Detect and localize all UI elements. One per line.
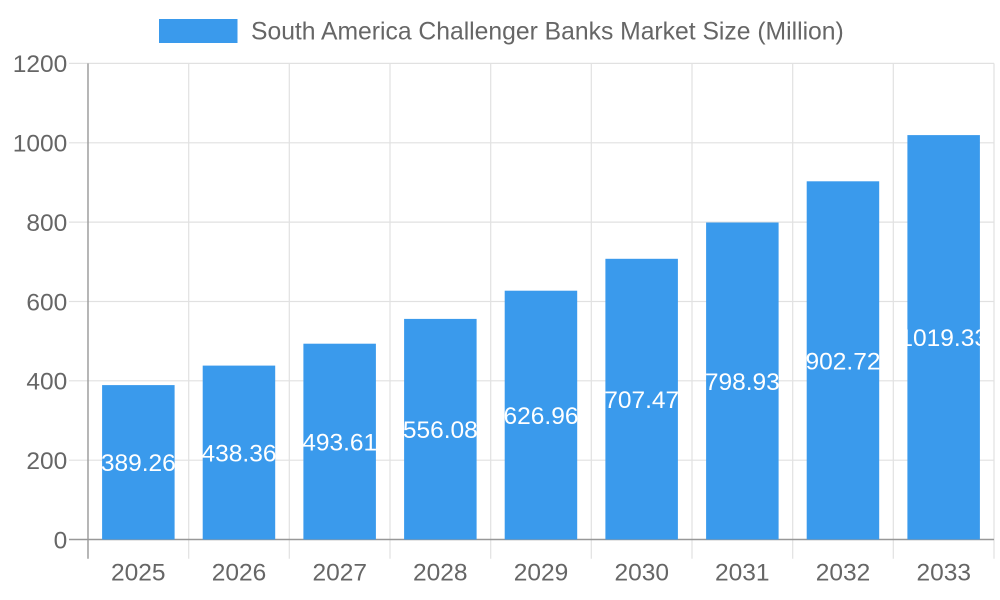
svg-text:0: 0	[54, 527, 68, 554]
svg-text:2033: 2033	[916, 559, 971, 586]
svg-text:707.47: 707.47	[604, 387, 679, 414]
svg-text:1000: 1000	[13, 131, 68, 158]
svg-text:2031: 2031	[715, 559, 770, 586]
svg-text:902.72: 902.72	[806, 348, 881, 375]
svg-text:2029: 2029	[514, 559, 569, 586]
svg-text:2026: 2026	[212, 559, 267, 586]
svg-text:2030: 2030	[614, 559, 669, 586]
svg-text:2025: 2025	[111, 559, 166, 586]
svg-text:800: 800	[26, 210, 67, 237]
svg-text:South America Challenger Banks: South America Challenger Banks Market Si…	[251, 18, 844, 45]
svg-text:200: 200	[26, 448, 67, 475]
svg-text:2028: 2028	[413, 559, 468, 586]
svg-text:389.26: 389.26	[101, 450, 176, 477]
svg-text:600: 600	[26, 289, 67, 316]
svg-text:798.93: 798.93	[705, 369, 780, 396]
svg-text:626.96: 626.96	[504, 403, 579, 430]
svg-text:556.08: 556.08	[403, 417, 478, 444]
svg-text:1200: 1200	[13, 51, 68, 78]
svg-text:2032: 2032	[816, 559, 871, 586]
svg-text:438.36: 438.36	[202, 441, 277, 468]
svg-text:400: 400	[26, 369, 67, 396]
svg-text:493.61: 493.61	[302, 430, 377, 457]
svg-text:2027: 2027	[312, 559, 367, 586]
svg-text:1019.33: 1019.33	[899, 325, 988, 352]
